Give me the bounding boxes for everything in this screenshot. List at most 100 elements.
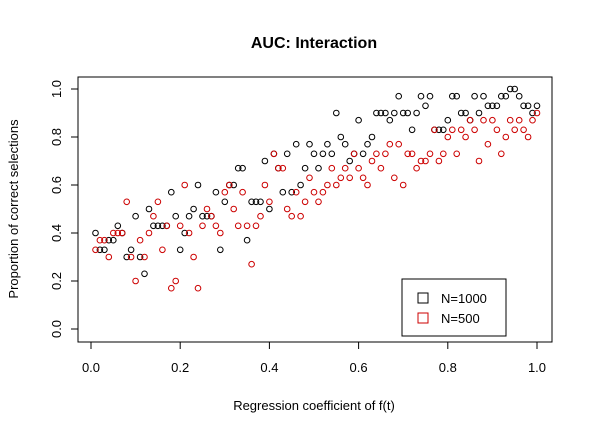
data-point — [341, 140, 349, 148]
data-point — [444, 116, 452, 124]
data-point — [364, 181, 371, 189]
data-point — [359, 150, 367, 158]
legend: N=1000 N=500 — [401, 278, 507, 337]
data-point — [185, 229, 193, 237]
data-point — [422, 102, 429, 110]
data-point — [266, 198, 273, 206]
data-point — [511, 85, 519, 93]
data-point — [466, 116, 474, 124]
data-point — [435, 126, 443, 134]
data-point — [440, 126, 447, 134]
data-point — [101, 246, 108, 254]
data-point — [279, 188, 287, 196]
x-axis: 0.0 0.2 0.4 0.6 0.8 1.0 — [82, 341, 546, 375]
data-point — [391, 109, 398, 117]
legend-marker-n1000 — [417, 292, 429, 304]
legend-label-n500: N=500 — [441, 311, 480, 326]
data-point — [127, 246, 135, 254]
data-point — [493, 126, 501, 134]
x-tick-label: 0.0 — [82, 360, 100, 375]
data-point — [226, 181, 233, 189]
data-point — [404, 150, 412, 158]
data-point — [221, 198, 229, 206]
chart-title: AUC: Interaction — [251, 35, 377, 52]
y-tick-label: 0.4 — [49, 224, 64, 242]
data-point — [310, 188, 318, 196]
data-point — [346, 174, 354, 182]
data-point — [176, 246, 184, 254]
x-tick-label: 0.4 — [260, 360, 278, 375]
data-point — [382, 150, 389, 158]
data-point — [462, 109, 469, 117]
y-axis: 0.0 0.2 0.4 0.6 0.8 1.0 — [49, 80, 79, 338]
data-point — [310, 150, 318, 158]
data-point — [288, 188, 296, 196]
data-point — [399, 109, 407, 117]
data-point — [136, 253, 144, 261]
y-axis-title: Proportion of correct selections — [6, 119, 21, 299]
data-point — [252, 198, 260, 206]
data-point — [248, 198, 255, 206]
data-point — [261, 181, 269, 189]
data-point — [413, 109, 420, 117]
data-point — [257, 212, 264, 220]
data-point — [480, 116, 487, 124]
data-point — [355, 116, 362, 124]
data-point — [150, 222, 157, 230]
data-point — [283, 205, 291, 213]
data-point — [261, 157, 269, 165]
data-point — [239, 188, 246, 196]
y-tick-label: 0.0 — [49, 320, 64, 338]
data-point — [324, 181, 331, 189]
data-point — [355, 164, 362, 172]
data-point — [475, 109, 483, 117]
data-point — [283, 150, 291, 158]
data-point — [123, 253, 130, 261]
data-point — [368, 157, 376, 165]
data-point — [199, 212, 206, 220]
data-point — [324, 140, 331, 148]
data-point — [328, 150, 336, 158]
data-point — [386, 140, 394, 148]
data-point — [489, 102, 496, 110]
data-point — [266, 205, 273, 213]
legend-box — [401, 278, 507, 337]
data-point — [506, 85, 514, 93]
data-point — [315, 198, 322, 206]
data-point — [292, 140, 300, 148]
data-point — [190, 253, 197, 261]
data-point — [333, 109, 340, 117]
data-point — [168, 284, 175, 292]
legend-marker-n500 — [417, 312, 429, 324]
data-point — [502, 92, 510, 100]
x-tick-label: 0.2 — [171, 360, 189, 375]
x-tick-label: 1.0 — [528, 360, 546, 375]
data-point — [199, 222, 206, 230]
data-point — [493, 102, 501, 110]
data-point — [337, 174, 345, 182]
data-point — [150, 212, 157, 220]
data-point — [230, 205, 237, 213]
data-point — [319, 188, 327, 196]
data-point — [212, 188, 220, 196]
y-tick-label: 0.8 — [49, 128, 64, 146]
data-point — [306, 174, 313, 182]
data-point — [515, 116, 523, 124]
data-point — [520, 102, 527, 110]
data-point — [457, 126, 465, 134]
data-point — [306, 140, 313, 148]
data-point — [498, 92, 505, 100]
data-point — [252, 222, 260, 230]
data-point — [480, 92, 487, 100]
data-point — [123, 198, 130, 206]
data-point — [395, 92, 403, 100]
data-point — [194, 181, 202, 189]
x-tick-label: 0.6 — [350, 360, 368, 375]
data-point — [435, 157, 443, 165]
data-point — [404, 109, 412, 117]
data-point — [110, 229, 117, 237]
data-point — [239, 164, 246, 172]
data-point — [221, 188, 229, 196]
data-point — [217, 229, 224, 237]
